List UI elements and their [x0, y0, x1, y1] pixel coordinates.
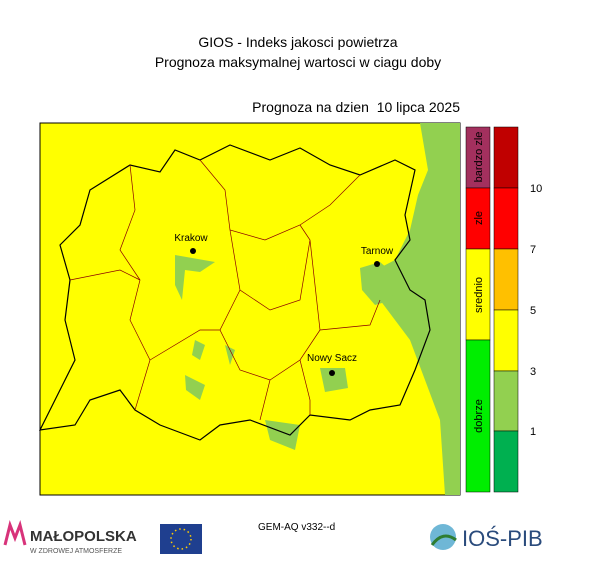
city-label: Krakow — [174, 233, 208, 244]
map — [38, 122, 461, 496]
logo-left: MAŁOPOLSKA W ZDROWEJ ATMOSFERZE — [3, 520, 202, 555]
category-label: zle — [473, 211, 485, 225]
category-label: srednio — [473, 277, 485, 313]
city-label: Tarnow — [361, 246, 394, 257]
logo-left-sub: W ZDROWEJ ATMOSFERZE — [30, 548, 122, 555]
city-label: Nowy Sacz — [307, 353, 357, 364]
category-label: dobrze — [473, 399, 485, 433]
scale-tick-label: 7 — [530, 244, 536, 256]
title: GIOS - Indeks jakosci powietrza — [198, 34, 397, 50]
model-label: GEM-AQ v332--d — [258, 522, 335, 533]
scale-tick-label: 10 — [530, 183, 542, 195]
city-marker — [329, 370, 335, 376]
logo-left-text: MAŁOPOLSKA — [30, 528, 137, 545]
scale-tick-label: 5 — [530, 305, 536, 317]
city-marker — [190, 248, 196, 254]
legend-categories — [465, 126, 491, 493]
scale-tick-label: 1 — [530, 426, 536, 438]
subtitle: Prognoza maksymalnej wartosci w ciagu do… — [155, 54, 441, 70]
category-label: bardzo zle — [473, 132, 485, 183]
city-marker — [374, 261, 380, 267]
scale-tick-label: 3 — [530, 366, 536, 378]
logo-right-text: IOŚ-PIB — [462, 526, 543, 551]
color-scale — [493, 126, 519, 493]
logo-right: IOŚ-PIB — [430, 524, 543, 551]
date-label: Prognoza na dzien 10 lipca 2025 — [252, 99, 460, 115]
